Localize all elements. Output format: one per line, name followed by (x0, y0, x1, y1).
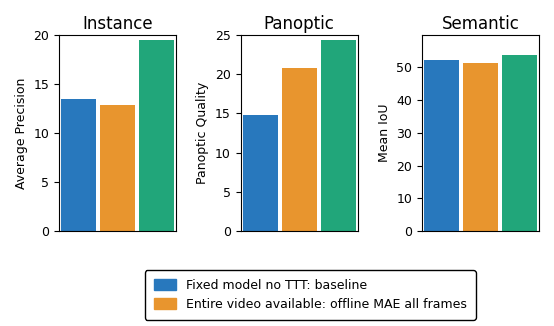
Bar (243, 115, 278, 231)
Y-axis label: Mean IoU: Mean IoU (378, 104, 391, 162)
Bar (463, 64, 498, 231)
Title: Instance: Instance (83, 15, 153, 33)
Title: Panoptic: Panoptic (264, 15, 335, 33)
Bar (321, 40, 356, 231)
Bar (424, 60, 459, 231)
Bar (502, 55, 537, 231)
Bar (139, 40, 175, 231)
Title: Semantic: Semantic (442, 15, 520, 33)
Y-axis label: Panoptic Quality: Panoptic Quality (197, 82, 209, 184)
Bar (100, 105, 135, 231)
Bar (281, 68, 317, 231)
Bar (61, 99, 96, 231)
Legend: Fixed model no TTT: baseline, Entire video available: offline MAE all frames: Fixed model no TTT: baseline, Entire vid… (145, 270, 476, 320)
Y-axis label: Average Precision: Average Precision (15, 77, 28, 189)
